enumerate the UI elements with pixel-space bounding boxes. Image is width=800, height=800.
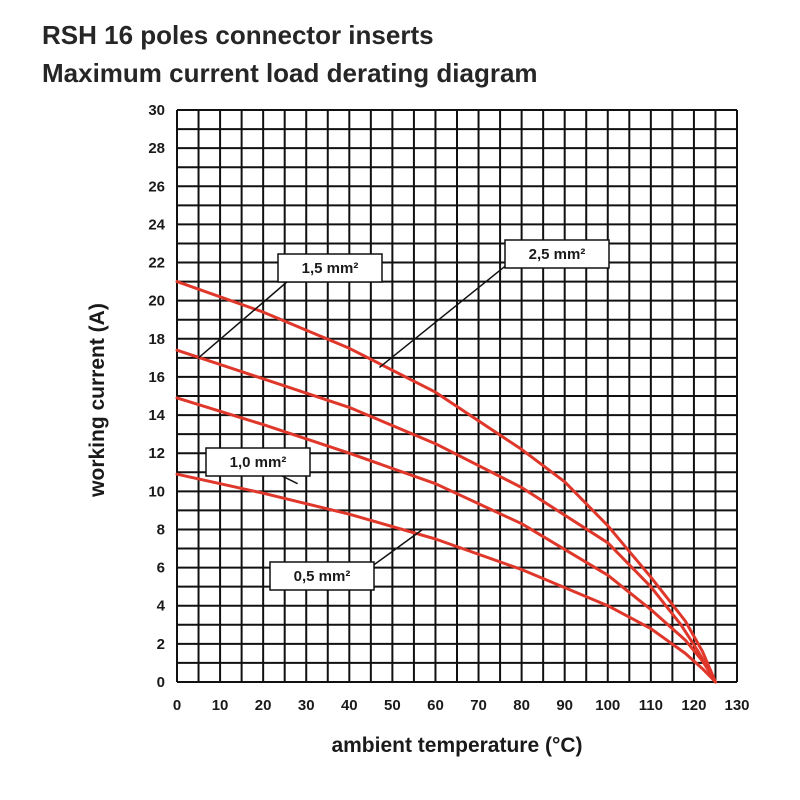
x-tick-label: 70 <box>470 697 487 714</box>
series-line <box>175 396 717 684</box>
callout-leader-line <box>378 258 515 368</box>
y-tick-label: 28 <box>148 140 165 157</box>
y-tick-label: 8 <box>157 521 165 538</box>
x-tick-label: 130 <box>724 697 749 714</box>
series-line <box>175 280 717 684</box>
series-label: 1,0 mm² <box>230 454 287 471</box>
y-tick-label: 22 <box>148 255 165 272</box>
y-axis-label: working current (A) <box>86 303 109 498</box>
y-tick-label: 16 <box>148 369 165 386</box>
y-tick-label: 10 <box>148 483 165 500</box>
y-tick-label: 30 <box>148 102 165 119</box>
callout-box <box>205 447 311 477</box>
x-tick-label: 60 <box>427 697 444 714</box>
y-tick-label: 18 <box>148 331 165 348</box>
y-tick-label: 6 <box>157 560 165 577</box>
y-tick-label: 0 <box>157 674 165 691</box>
y-tick-label: 24 <box>148 216 165 233</box>
series-line <box>175 472 717 684</box>
y-tick-label: 4 <box>157 598 166 615</box>
callout-box <box>504 239 610 269</box>
x-axis-label: ambient temperature (°C) <box>331 734 582 757</box>
x-tick-label: 100 <box>595 697 620 714</box>
x-tick-label: 80 <box>513 697 530 714</box>
callout-box <box>277 253 383 283</box>
x-tick-label: 30 <box>298 697 315 714</box>
callout-box <box>269 561 375 591</box>
x-tick-label: 40 <box>341 697 358 714</box>
x-tick-label: 20 <box>255 697 272 714</box>
series-label: 0,5 mm² <box>294 568 351 585</box>
y-tick-label: 14 <box>148 407 165 424</box>
y-tick-label: 12 <box>148 445 165 462</box>
series-label: 1,5 mm² <box>302 260 359 277</box>
chart-title: RSH 16 poles connector inserts <box>42 20 434 50</box>
y-tick-label: 26 <box>148 178 165 195</box>
y-tick-label: 20 <box>148 293 165 310</box>
chart-subtitle: Maximum current load derating diagram <box>42 58 538 88</box>
x-tick-label: 110 <box>639 697 663 714</box>
x-tick-label: 10 <box>212 697 229 714</box>
y-tick-label: 2 <box>157 636 165 653</box>
x-tick-label: 50 <box>384 697 401 714</box>
x-tick-label: 0 <box>173 697 181 714</box>
series-line <box>175 348 717 684</box>
x-tick-label: 120 <box>681 697 706 714</box>
x-tick-label: 90 <box>556 697 573 714</box>
series-label: 2,5 mm² <box>529 246 586 263</box>
callout-leader-line <box>198 280 289 359</box>
